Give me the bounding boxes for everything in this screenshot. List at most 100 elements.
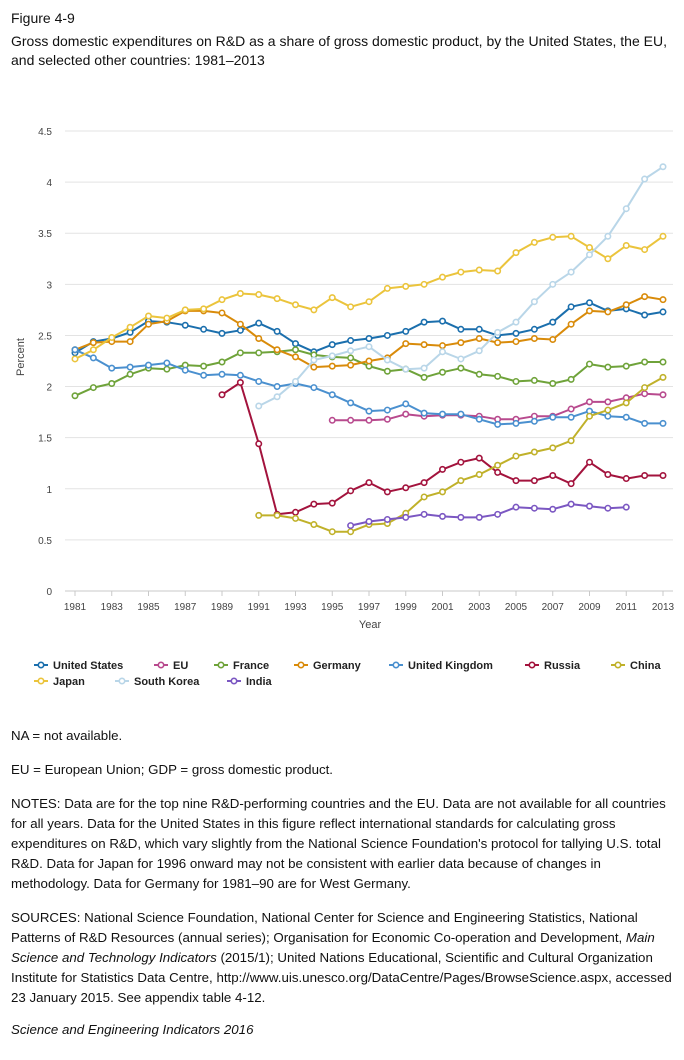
data-point xyxy=(530,335,538,343)
x-tick-label: 1989 xyxy=(211,602,234,613)
data-point xyxy=(291,346,299,354)
data-point xyxy=(181,321,189,329)
data-point xyxy=(255,335,263,343)
data-point xyxy=(494,468,502,476)
x-axis-label: Year xyxy=(359,619,382,631)
legend-label: United Kingdom xyxy=(408,660,493,672)
legend-label: Russia xyxy=(544,660,581,672)
data-point xyxy=(530,477,538,485)
data-point xyxy=(71,346,79,354)
legend-label: Japan xyxy=(53,676,85,688)
data-point xyxy=(291,377,299,385)
data-point xyxy=(89,354,97,362)
data-point xyxy=(494,510,502,518)
data-point xyxy=(457,268,465,276)
legend-swatch-marker xyxy=(528,661,536,669)
data-point xyxy=(549,280,557,288)
data-point xyxy=(347,354,355,362)
data-point xyxy=(291,514,299,522)
line-chart: 00.511.522.533.544.5 1981 1983 1985 1987 198… xyxy=(15,127,675,688)
data-point xyxy=(585,307,593,315)
data-point xyxy=(585,251,593,259)
data-point xyxy=(457,410,465,418)
y-tick-label: 0 xyxy=(46,587,52,598)
data-point xyxy=(126,363,134,371)
chart-series xyxy=(71,163,667,536)
data-point xyxy=(402,513,410,521)
data-point xyxy=(659,391,667,399)
data-point xyxy=(218,370,226,378)
data-point xyxy=(145,361,153,369)
data-point xyxy=(71,355,79,363)
data-point xyxy=(567,480,575,488)
legend-item-germany: Germany xyxy=(294,660,362,672)
data-point xyxy=(622,399,630,407)
series-united-states xyxy=(71,299,667,357)
data-point xyxy=(604,412,612,420)
sources-text: SOURCES: National Science Foundation, Na… xyxy=(11,908,676,1008)
y-tick-label: 3.5 xyxy=(38,229,52,240)
data-point xyxy=(659,296,667,304)
data-point xyxy=(530,504,538,512)
data-point xyxy=(641,358,649,366)
data-point xyxy=(347,522,355,530)
data-point xyxy=(641,175,649,183)
data-point xyxy=(420,493,428,501)
data-point xyxy=(585,412,593,420)
data-point xyxy=(310,306,318,314)
y-tick-label: 2.5 xyxy=(38,331,52,342)
legend-swatch-marker xyxy=(614,661,622,669)
data-point xyxy=(530,325,538,333)
legend-item-united-kingdom: United Kingdom xyxy=(389,660,493,672)
data-point xyxy=(512,338,520,346)
data-point xyxy=(236,378,244,386)
data-point xyxy=(512,318,520,326)
data-point xyxy=(328,362,336,370)
data-point xyxy=(273,295,281,303)
x-tick-label: 1995 xyxy=(321,602,344,613)
x-tick-label: 1983 xyxy=(101,602,124,613)
data-point xyxy=(383,488,391,496)
data-point xyxy=(273,383,281,391)
x-tick-label: 2003 xyxy=(468,602,491,613)
data-point xyxy=(567,405,575,413)
data-point xyxy=(494,420,502,428)
data-point xyxy=(420,479,428,487)
data-point xyxy=(585,458,593,466)
data-point xyxy=(328,294,336,302)
data-point xyxy=(549,336,557,344)
data-point xyxy=(438,410,446,418)
x-tick-label: 2005 xyxy=(505,602,528,613)
data-point xyxy=(291,301,299,309)
data-point xyxy=(255,511,263,519)
data-point xyxy=(328,341,336,349)
data-point xyxy=(641,471,649,479)
data-point xyxy=(512,329,520,337)
data-point xyxy=(549,413,557,421)
data-point xyxy=(365,343,373,351)
data-point xyxy=(420,318,428,326)
data-point xyxy=(273,327,281,335)
data-point xyxy=(420,409,428,417)
x-tick-label: 2001 xyxy=(431,602,454,613)
data-point xyxy=(622,301,630,309)
legend-label: South Korea xyxy=(134,676,200,688)
notes-text: NOTES: Data are for the top nine R&D-per… xyxy=(11,796,666,891)
data-point xyxy=(585,299,593,307)
data-point xyxy=(402,484,410,492)
legend-swatch-marker xyxy=(230,677,238,685)
data-point xyxy=(310,356,318,364)
data-point xyxy=(438,273,446,281)
data-point xyxy=(494,461,502,469)
x-tick-label: 2011 xyxy=(615,602,637,613)
data-point xyxy=(255,440,263,448)
data-point xyxy=(236,326,244,334)
data-point xyxy=(457,364,465,372)
data-point xyxy=(420,373,428,381)
data-point xyxy=(255,319,263,327)
legend-item-france: France xyxy=(214,660,269,672)
data-point xyxy=(218,296,226,304)
y-tick-label: 3 xyxy=(46,280,52,291)
data-point xyxy=(641,311,649,319)
data-point xyxy=(181,306,189,314)
